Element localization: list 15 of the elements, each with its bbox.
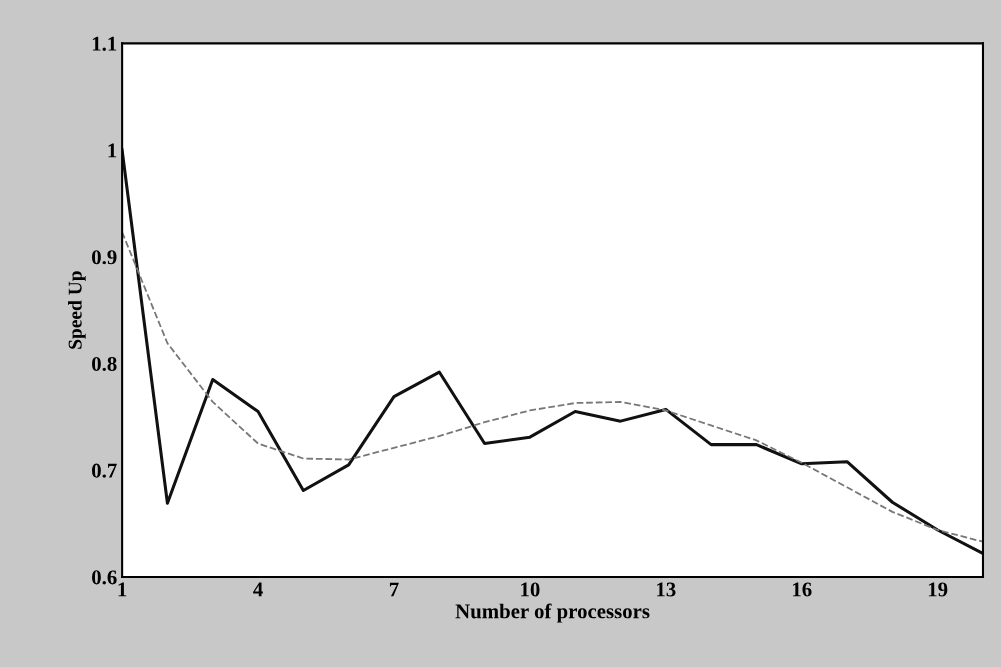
y-tick-label: 0.9 xyxy=(92,250,117,265)
x-axis-title: Number of processors xyxy=(455,603,650,623)
y-tick-label: 1 xyxy=(108,143,117,158)
x-tick-label: 16 xyxy=(793,582,812,597)
y-axis-title: Speed Up xyxy=(68,271,86,349)
y-tick-label: 0.8 xyxy=(92,356,117,372)
x-tick-label: 4 xyxy=(253,582,263,597)
x-tick-label: 1 xyxy=(118,582,127,597)
x-tick-label: 13 xyxy=(657,582,676,597)
y-tick-label: 0.7 xyxy=(92,463,117,478)
x-tick-label: 7 xyxy=(389,582,399,597)
y-tick-label: 1.1 xyxy=(92,36,117,51)
x-tick-label: 19 xyxy=(928,582,948,597)
y-tick-label: 0.6 xyxy=(92,570,117,585)
x-tick-label: 10 xyxy=(521,582,540,597)
